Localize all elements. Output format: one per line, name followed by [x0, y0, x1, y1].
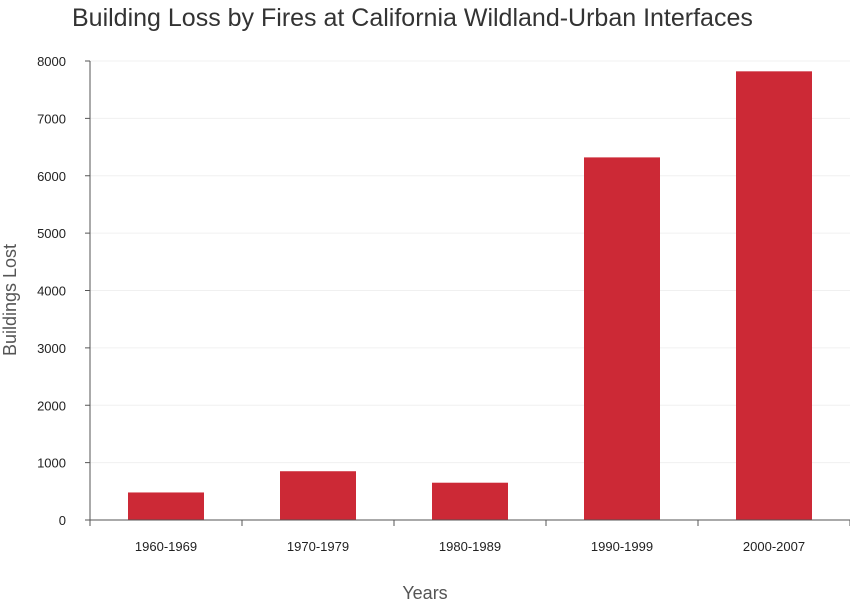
bars: [128, 71, 812, 520]
y-tick-label: 0: [59, 513, 66, 528]
y-tick-label: 1000: [37, 456, 66, 471]
x-tick-label: 1960-1969: [135, 539, 197, 554]
y-tick-label: 8000: [37, 54, 66, 69]
y-tick-label: 6000: [37, 169, 66, 184]
y-tick-label: 2000: [37, 398, 66, 413]
gridlines: [90, 60, 850, 464]
x-tick-labels: 1960-1969 1970-1979 1980-1989 1990-1999 2000…: [135, 539, 805, 554]
x-axis-title: Years: [402, 583, 447, 600]
y-tick-label: 7000: [37, 111, 66, 126]
y-tick-label: 3000: [37, 341, 66, 356]
x-tick-label: 1980-1989: [439, 539, 501, 554]
y-tick-label: 5000: [37, 226, 66, 241]
bar-1990-1999: [584, 157, 660, 520]
bar-2000-2007: [736, 71, 812, 520]
y-axis-title: Buildings Lost: [0, 244, 20, 356]
y-tick-label: 4000: [37, 284, 66, 299]
chart-title: Building Loss by Fires at California Wil…: [72, 4, 753, 32]
bar-1980-1989: [432, 482, 508, 520]
axes: [89, 61, 850, 526]
bar-1970-1979: [280, 471, 356, 520]
x-tick-label: 1970-1979: [287, 539, 349, 554]
x-tick-label: 2000-2007: [743, 539, 805, 554]
bar-1960-1969: [128, 492, 204, 520]
y-tick-labels: 0 1000 2000 3000 4000 5000 6000 7000 8000: [37, 54, 90, 528]
x-tick-label: 1990-1999: [591, 539, 653, 554]
